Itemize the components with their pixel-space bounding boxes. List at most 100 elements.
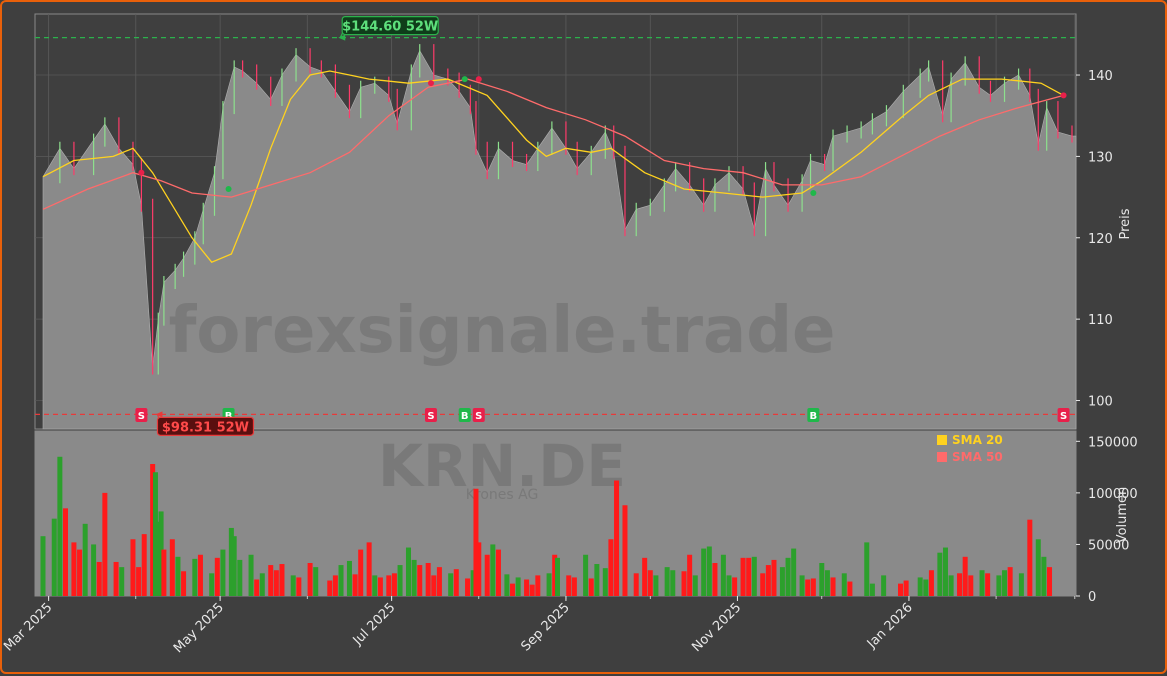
volume-bar [681,571,687,596]
volume-bar [377,577,383,596]
volume-bar [962,556,968,596]
volume-bar [1047,567,1053,596]
volume-bar [169,539,175,596]
volume-bar [720,554,726,596]
volume-bar [805,579,811,596]
volume-bar [957,573,963,596]
volume-bar [290,575,296,596]
volume-bar [968,575,974,596]
volume-bar [948,575,954,596]
volume-bar [473,488,479,596]
volume-bar [830,577,836,596]
volume-bar [91,544,97,596]
volume-bar [220,549,226,596]
signal-label: B [461,411,469,422]
volume-bar [841,573,847,596]
volume-bar [150,464,156,596]
volume-bar [197,554,203,596]
volume-tick-label: 0 [1088,590,1096,605]
volume-bar [771,559,777,596]
signal-dot [1060,92,1067,99]
volume-bar [692,575,698,596]
price-tick-label: 100 [1088,395,1113,410]
sma50-line [42,78,1064,210]
price-axis-title: Preis [1118,208,1133,239]
volume-bar [358,549,364,596]
volume-bar [436,567,442,596]
volume-bar [175,556,181,596]
price-tick-label: 120 [1088,232,1113,247]
volume-bar [465,578,471,596]
volume-bar [923,579,929,596]
volume-bar [313,567,319,596]
volume-bar [535,575,541,596]
volume-bar [917,577,923,596]
sell-marker [1057,408,1070,422]
volume-bar [785,557,791,596]
volume-axis-title: Volumen [1115,487,1130,544]
watermark-ticker: KRN.DE [378,432,626,500]
sell-marker [424,408,437,422]
volume-bar [484,554,490,596]
volume-bar [71,542,77,596]
legend-sma50-swatch [937,452,947,462]
volume-bar [268,565,274,596]
volume-bar [237,559,243,596]
volume-bar [113,561,119,596]
signal-dots [138,76,1067,197]
legend-sma20-label: SMA 20 [952,433,1003,447]
volume-bar [740,557,746,596]
volume-bar [102,492,108,596]
volume-bar [687,554,693,596]
volume-bar [647,570,653,596]
volume-bar [555,557,560,596]
label-box [156,416,255,436]
volume-bar [653,575,659,596]
volume-bar [602,568,608,596]
volume-bar [332,575,338,596]
sell-marker [135,408,148,422]
volume-bar [181,571,187,596]
volume-bar [985,573,991,596]
volume-bar [425,563,431,596]
volume-bar [979,570,985,596]
sma20-line [42,70,1064,263]
volume-bar [746,557,752,596]
volume-bar [476,542,482,596]
volume-bar [779,567,785,596]
volume-bar [470,570,476,596]
price-tick-label: 130 [1088,150,1113,165]
signal-label: S [138,411,145,422]
volume-bar [942,547,948,596]
volume-bar [642,557,648,596]
volume-bar [231,536,237,596]
volume-bar [372,575,378,596]
signal-label: S [1060,411,1067,422]
volume-bar [881,575,887,596]
volume-bar [546,573,552,596]
volume-bar [608,539,614,596]
volume-bar [209,573,215,596]
volume-bar [96,561,102,596]
volume-bar [633,573,639,596]
legend: SMA 20 SMA 50 [937,433,1003,464]
volume-bar [1035,539,1041,596]
volume-bar [155,521,161,596]
price-area [42,49,1077,430]
buy-marker [807,408,820,422]
volume-bar [82,523,88,596]
x-tick-label: May 2025 [171,600,227,656]
watermark-company: Krones AG [466,487,539,503]
x-tick-label: Jan 2026 [864,600,916,652]
signal-label: S [427,411,434,422]
volume-bar [352,574,358,596]
volume-tick-label: 50000 [1088,538,1129,553]
volume-bar [760,573,766,596]
volume-bar [765,565,771,596]
52w-low-label: $98.31 52W [162,420,249,435]
volume-bar [996,575,1002,596]
volume-bar [136,567,142,596]
signal-label: B [810,411,818,422]
signal-dot [427,80,434,87]
